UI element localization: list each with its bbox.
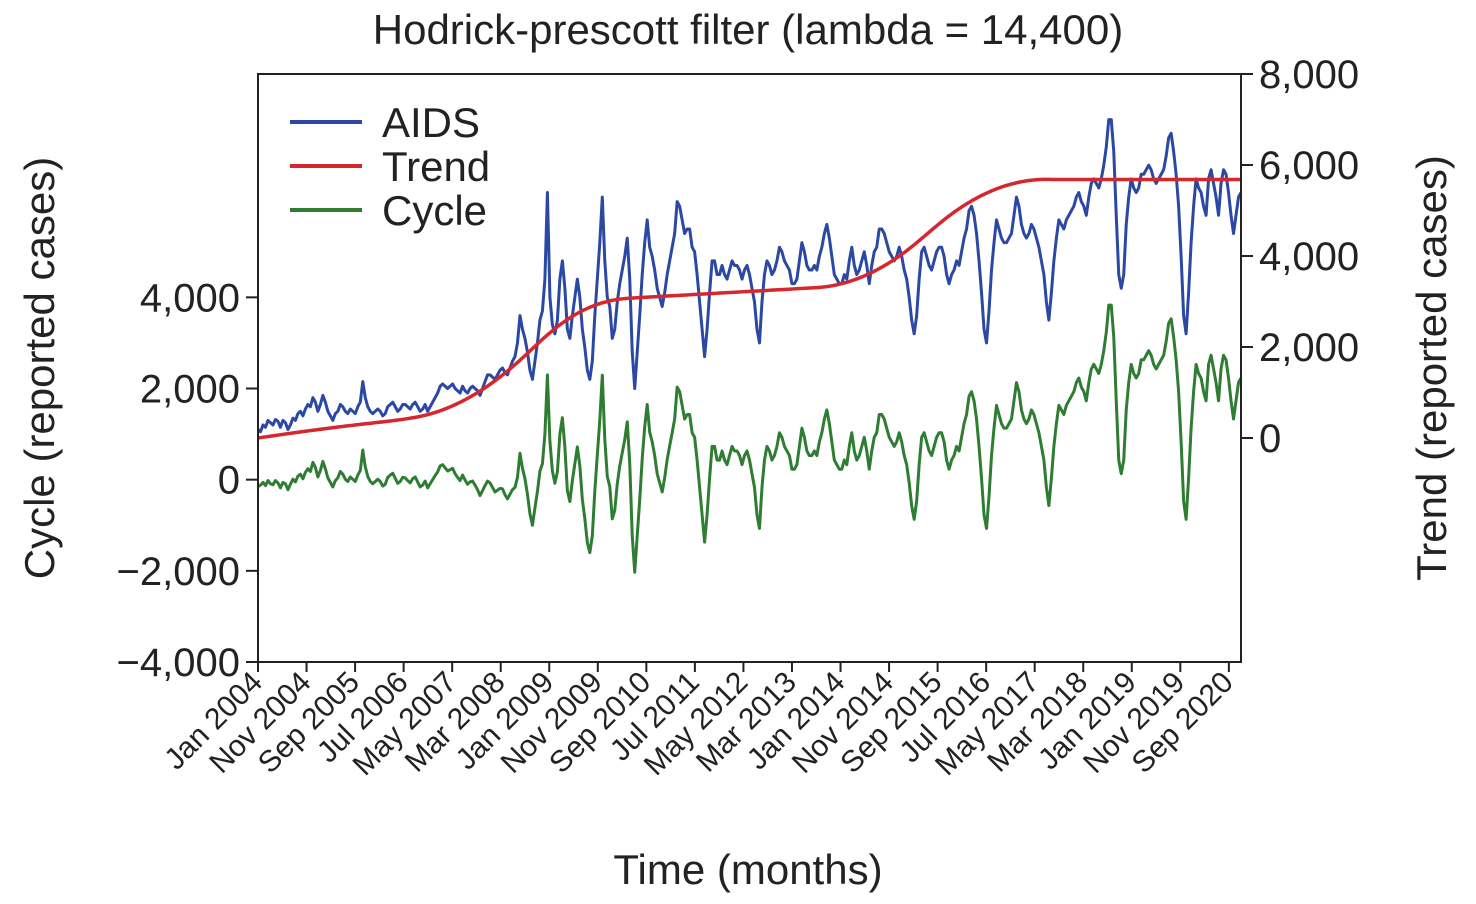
series-line-aids (256, 118, 1243, 434)
left-y-axis: −4,000 −2,000 0 2,000 4,000 (117, 276, 258, 685)
right-tick-label: 2,000 (1259, 326, 1359, 370)
left-axis-title: Cycle (reported cases) (16, 157, 63, 579)
left-tick-label: −4,000 (117, 641, 240, 685)
left-tick-label: −2,000 (117, 550, 240, 594)
right-tick-label: 8,000 (1259, 53, 1359, 97)
series-line-cycle (257, 303, 1243, 574)
right-tick-label: 4,000 (1259, 235, 1359, 279)
right-y-axis: 0 2,000 4,000 6,000 8,000 (1241, 53, 1359, 461)
left-tick-label: 2,000 (140, 368, 240, 412)
series-line-trend (257, 177, 1241, 440)
legend-label-trend: Trend (382, 143, 490, 190)
x-axis-title: Time (months) (613, 846, 882, 893)
plot-frame (257, 73, 1242, 663)
left-tick-label: 0 (218, 459, 240, 503)
left-tick-label: 4,000 (140, 276, 240, 320)
chart-title: Hodrick-prescott filter (lambda = 14,400… (373, 6, 1123, 53)
legend-label-cycle: Cycle (382, 187, 487, 234)
right-tick-label: 0 (1259, 417, 1281, 461)
right-axis-title: Trend (reported cases) (1408, 155, 1455, 581)
right-tick-label: 6,000 (1259, 144, 1359, 188)
legend-label-aids: AIDS (382, 99, 480, 146)
series-layer (256, 118, 1243, 574)
